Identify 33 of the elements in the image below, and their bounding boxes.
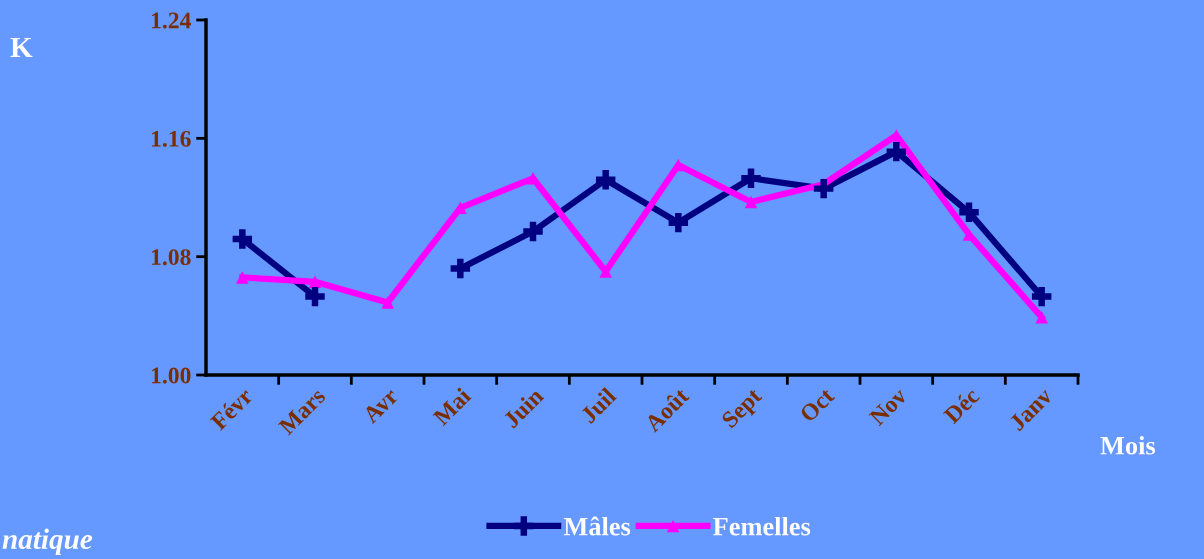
point: [813, 178, 834, 199]
x-tick-label: Oct: [799, 386, 836, 423]
point: [236, 271, 249, 284]
point: [959, 202, 979, 223]
x-tick-label: Juin: [502, 386, 545, 429]
point: [599, 265, 612, 278]
point: [744, 195, 758, 209]
legend-label: Femelles: [713, 516, 811, 536]
point: [1035, 311, 1048, 324]
x-tick-label: Sept: [720, 386, 767, 432]
y-tick-label: 1.00: [151, 367, 191, 384]
point: [668, 212, 689, 233]
y-tick-label: 1.08: [151, 249, 191, 266]
x-tick-label: Nov: [868, 386, 909, 427]
point: [305, 286, 325, 307]
text: natique: [2, 528, 93, 555]
point: [523, 221, 543, 242]
point: [381, 296, 394, 309]
y-tick-label: 1.16: [151, 130, 191, 147]
point: [450, 258, 471, 279]
x-tick-label: Déc: [942, 386, 981, 425]
point: [886, 141, 907, 162]
legend-label: Mâles: [563, 516, 631, 536]
x-tick-label: Avr: [361, 387, 400, 425]
point: [232, 229, 253, 249]
y-axis-title: K: [10, 37, 33, 58]
point: [1031, 286, 1052, 307]
y-tick-label: 1.24: [151, 12, 191, 29]
x-tick-label: Juil: [579, 386, 618, 425]
x-tick-label: Mai: [431, 386, 472, 427]
point: [595, 170, 616, 190]
point: [741, 168, 761, 188]
x-axis-title: Mois: [1100, 436, 1156, 455]
